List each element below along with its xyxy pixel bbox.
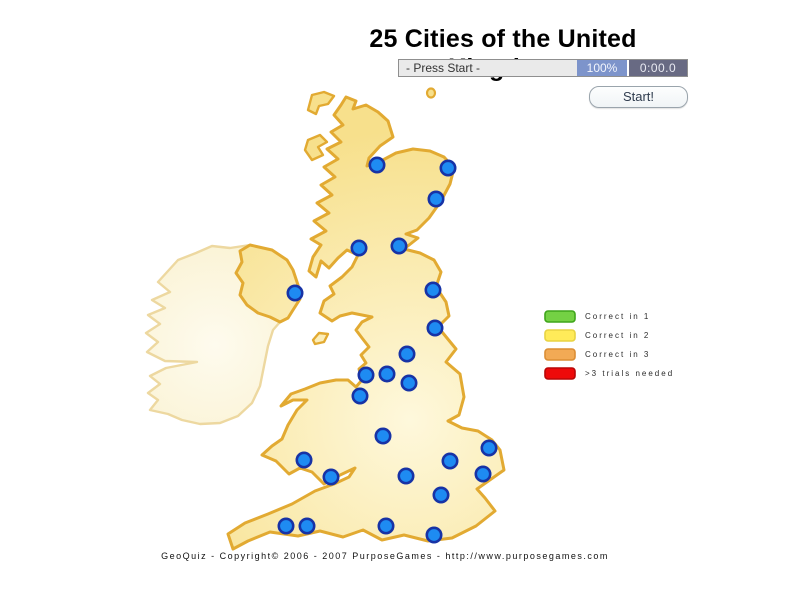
city-dot[interactable]: [480, 439, 498, 457]
city-dot[interactable]: [374, 427, 392, 445]
orkney-island: [425, 87, 437, 99]
city-dot[interactable]: [441, 452, 459, 470]
hebrides-south-island: [303, 133, 329, 162]
legend-swatch-orange-icon: [544, 348, 576, 361]
city-dot[interactable]: [425, 526, 443, 544]
city-dot[interactable]: [400, 374, 418, 392]
city-dot[interactable]: [427, 190, 445, 208]
northern-ireland-landmass[interactable]: [234, 243, 302, 324]
city-dot[interactable]: [378, 365, 396, 383]
city-dots[interactable]: [277, 156, 498, 544]
great-britain-landmass[interactable]: [226, 95, 506, 551]
footer-credits: GeoQuiz - Copyright© 2006 - 2007 Purpose…: [161, 551, 609, 561]
city-dot[interactable]: [377, 517, 395, 535]
city-dot[interactable]: [474, 465, 492, 483]
city-dot[interactable]: [298, 517, 316, 535]
city-dot[interactable]: [398, 345, 416, 363]
start-button[interactable]: Start!: [589, 86, 688, 108]
legend-label: Correct in 3: [585, 350, 651, 359]
city-dot[interactable]: [424, 281, 442, 299]
legend-swatch-red-icon: [544, 367, 576, 380]
legend-row-correct-1: Correct in 1: [544, 310, 674, 323]
city-dot[interactable]: [295, 451, 313, 469]
hebrides-north-island: [306, 90, 336, 116]
isle-of-man: [311, 331, 330, 346]
city-dot[interactable]: [357, 366, 375, 384]
quiz-status-text: - Press Start -: [399, 60, 577, 76]
bar-divider: [627, 60, 629, 76]
city-dot[interactable]: [322, 468, 340, 486]
city-dot[interactable]: [390, 237, 408, 255]
legend-row-correct-2: Correct in 2: [544, 329, 674, 342]
legend-label: Correct in 2: [585, 331, 651, 340]
city-dot[interactable]: [351, 387, 369, 405]
city-dot[interactable]: [439, 159, 457, 177]
legend-swatch-green-icon: [544, 310, 576, 323]
city-dot[interactable]: [277, 517, 295, 535]
city-dot[interactable]: [426, 319, 444, 337]
progress-percent: 100%: [577, 60, 627, 76]
legend-swatch-yellow-icon: [544, 329, 576, 342]
city-dot[interactable]: [432, 486, 450, 504]
quiz-status-bar: - Press Start - 100% 0:00.0: [398, 59, 688, 77]
timer-display: 0:00.0: [629, 60, 687, 76]
legend: Correct in 1 Correct in 2 Correct in 3 >…: [544, 310, 674, 386]
legend-label: >3 trials needed: [585, 369, 675, 378]
legend-label: Correct in 1: [585, 312, 651, 321]
city-dot[interactable]: [397, 467, 415, 485]
legend-row-correct-3: Correct in 3: [544, 348, 674, 361]
city-dot[interactable]: [350, 239, 368, 257]
legend-row-failed: >3 trials needed: [544, 367, 674, 380]
city-dot[interactable]: [286, 284, 304, 302]
city-dot[interactable]: [368, 156, 386, 174]
